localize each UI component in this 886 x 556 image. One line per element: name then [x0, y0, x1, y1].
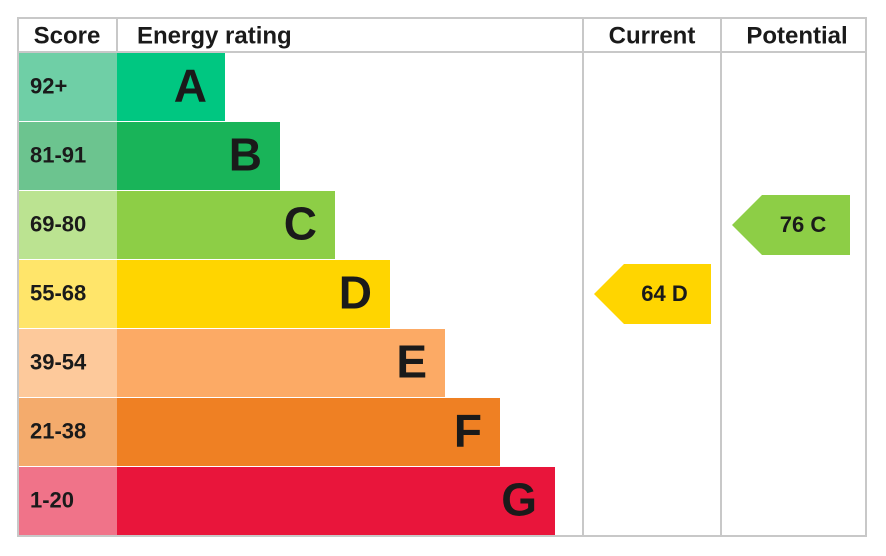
band-letter: E: [396, 336, 427, 388]
band-score: 92+: [30, 73, 67, 98]
band-letter: G: [501, 474, 537, 526]
rating-bar: [117, 191, 335, 259]
header-current: Current: [609, 22, 696, 49]
rating-label: 64 D: [641, 281, 688, 306]
rating-score: 76: [780, 212, 804, 237]
score-cell: [19, 329, 117, 397]
rating-bar: [117, 122, 280, 190]
rating-label: 76 C: [780, 212, 827, 237]
header-score: Score: [34, 22, 101, 49]
rating-bar: [117, 467, 555, 535]
score-cell: [19, 122, 117, 190]
band-letter: B: [229, 129, 262, 181]
score-cell: [19, 467, 117, 535]
band-score: 39-54: [30, 349, 87, 374]
rating-arrow: [732, 195, 850, 255]
band-letter: D: [339, 267, 372, 319]
score-cell: [19, 53, 117, 121]
rating-score: 64: [641, 281, 666, 306]
band-score: 69-80: [30, 211, 86, 236]
rating-letter: C: [810, 212, 826, 237]
rating-arrow: [594, 264, 711, 324]
rating-bar: [117, 260, 390, 328]
score-cell: [19, 191, 117, 259]
rating-letter: D: [672, 281, 688, 306]
band-score: 1-20: [30, 487, 74, 512]
band-score: 81-91: [30, 142, 86, 167]
rating-bar: [117, 53, 225, 121]
band-score: 55-68: [30, 280, 86, 305]
header-energy-rating: Energy rating: [137, 22, 292, 49]
score-cell: [19, 260, 117, 328]
rating-bar: [117, 329, 445, 397]
band-letter: C: [284, 198, 317, 250]
score-cell: [19, 398, 117, 466]
band-score: 21-38: [30, 418, 86, 443]
rating-bar: [117, 398, 500, 466]
band-letter: A: [174, 60, 207, 112]
header-potential: Potential: [746, 22, 847, 49]
band-letter: F: [454, 405, 482, 457]
